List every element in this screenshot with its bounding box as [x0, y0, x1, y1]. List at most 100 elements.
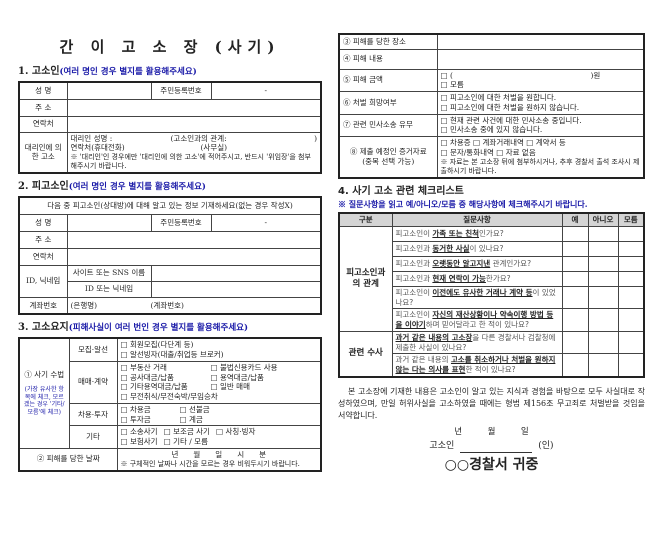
answer-yes-cell[interactable]: [561, 255, 589, 272]
option[interactable]: □ 보조금 사기: [163, 427, 210, 437]
answer-no-cell[interactable]: [587, 255, 619, 272]
rrn-field[interactable]: -: [210, 81, 322, 100]
answer-no-cell[interactable]: [587, 225, 619, 242]
col-unknown: 모름: [617, 212, 645, 227]
answer-unknown-cell[interactable]: [617, 330, 645, 355]
answer-yes-cell[interactable]: [561, 330, 589, 355]
question-post: 을 다른 경찰서나 검찰청에 제출한 사실이 있나요?: [395, 332, 556, 352]
answer-unknown-cell[interactable]: [617, 270, 645, 287]
evidence-options-2[interactable]: □ 문자/통화내역 □ 자료 없음: [440, 147, 536, 157]
group-options[interactable]: □ 부동산 거래 □ 불법신용카드 사용 □ 공사대금/납품 □ 용역대금/납품 □…: [116, 360, 322, 404]
checklist-row: 피고소인과의 관계 피고소인이 가족 또는 친척인가요?: [338, 225, 645, 332]
option[interactable]: □ 사칭·빙자: [215, 427, 256, 437]
document-title: 간 이 고 소 장 (사기): [59, 38, 281, 56]
checklist-question: 피고소인과 동거한 사실이 있나요?: [391, 240, 563, 257]
option[interactable]: □ 계금: [179, 414, 203, 424]
option[interactable]: □ 기타 / 모름: [163, 437, 208, 447]
signature-field[interactable]: [460, 443, 533, 453]
answer-unknown-cell[interactable]: [617, 353, 645, 378]
right-column: ③ 피해를 당한 장소 ④ 피해 내용 ⑤ 피해 금액 □ ()원 □ 모름 ⑥ 처…: [338, 33, 645, 474]
question-pre: 피고소인이: [395, 287, 433, 297]
option[interactable]: □ 소송사기: [120, 427, 158, 437]
name-field[interactable]: [66, 213, 152, 232]
amount-field[interactable]: □ ()원 □ 모름: [436, 68, 645, 92]
site-field[interactable]: [150, 264, 322, 282]
answer-no-cell[interactable]: [587, 285, 619, 310]
amount-unknown-checkbox[interactable]: □ 모름: [440, 80, 464, 90]
answer-unknown-cell[interactable]: [617, 255, 645, 272]
group-options[interactable]: □ 차용금 □ 선불금 □ 투자금 □ 계금: [116, 402, 322, 427]
option[interactable]: □ 기타용역대금/납품: [120, 382, 188, 392]
punish-yes-checkbox[interactable]: □ 피고소인에 대한 처벌을 원합니다.: [440, 93, 557, 102]
option[interactable]: □ 공사대금/납품: [120, 372, 174, 382]
option[interactable]: □ 회원모집(다단계 등): [120, 340, 194, 350]
answer-yes-cell[interactable]: [561, 353, 589, 378]
heading-text: 1. 고소인: [18, 66, 60, 77]
question-em: 과거 같은 내용의 고소장: [395, 332, 473, 342]
heading-hint: (여러 명인 경우 별지를 활용해주세요): [68, 182, 206, 193]
option[interactable]: □ 불법신용카드 사용: [210, 362, 278, 372]
contact-field[interactable]: [66, 247, 322, 266]
address-field[interactable]: [66, 230, 322, 249]
option[interactable]: □ 일반 매매: [210, 382, 250, 392]
fraud-method-table: ① 사기 수법 (가장 유사한 항목에 체크, 모르겠는 경우 '기타/모름'에 …: [18, 337, 322, 472]
address-field[interactable]: [66, 98, 322, 117]
option[interactable]: □ 알선빙자(대출/취업등 브로커): [120, 350, 224, 360]
option[interactable]: □ 차용금: [120, 404, 151, 414]
proxy-field[interactable]: 대리인 성명 : (고소인과의 관계:) 연락처(휴대전화) (사무실) ※ '대리…: [66, 131, 322, 174]
checklist-category: 관련 수사: [338, 330, 393, 378]
option[interactable]: □ 투자금: [120, 414, 151, 424]
amount-checkbox[interactable]: □ (: [440, 70, 453, 80]
checklist-category: 피고소인과의 관계: [338, 225, 393, 332]
name-field[interactable]: [66, 81, 152, 100]
group-options[interactable]: □ 회원모집(다단계 등) □ 알선빙자(대출/취업등 브로커): [116, 337, 322, 362]
date-note: ※ 구체적인 날짜나 시간을 모르는 경우 비워두시기 바랍니다.: [120, 459, 300, 468]
punish-label: ⑥ 처벌 희망여부: [338, 91, 438, 115]
col-category: 구분: [338, 212, 393, 227]
civil-no-checkbox[interactable]: □ 민사소송 중에 있지 않습니다.: [440, 125, 543, 135]
account-field[interactable]: (은행명) (계좌번호): [66, 296, 322, 315]
pledge-text: 본 고소장에 기재한 내용은 고소인이 알고 있는 지식과 경험을 바탕으로 모…: [338, 386, 645, 420]
question-em: 동거한 사실: [432, 243, 470, 253]
col-no: 아니오: [587, 212, 619, 227]
answer-yes-cell[interactable]: [561, 240, 589, 257]
answer-unknown-cell[interactable]: [617, 225, 645, 242]
option[interactable]: □ 보험사기: [120, 437, 158, 447]
answer-unknown-cell[interactable]: [617, 308, 645, 332]
answer-yes-cell[interactable]: [561, 270, 589, 287]
answer-no-cell[interactable]: [587, 353, 619, 378]
group-options[interactable]: □ 소송사기 □ 보조금 사기 □ 사칭·빙자 □ 보험사기 □ 기타 / 모름: [116, 425, 322, 449]
answer-yes-cell[interactable]: [561, 308, 589, 332]
signer-line: 고소인 (인): [338, 441, 645, 453]
content-field[interactable]: [436, 48, 645, 70]
nickname-field[interactable]: [150, 280, 322, 298]
option[interactable]: □ 용역대금/납품: [210, 372, 264, 382]
answer-yes-cell[interactable]: [561, 285, 589, 310]
answer-unknown-cell[interactable]: [617, 240, 645, 257]
date-field[interactable]: 년 월 일 시 분 ※ 구체적인 날짜나 시간을 모르는 경우 비워두시기 바랍니…: [116, 447, 322, 472]
addressee: ○○경찰서 귀중: [444, 456, 539, 473]
question-em: 현재 연락이 가능: [432, 273, 486, 283]
rrn-field[interactable]: -: [210, 213, 322, 232]
answer-unknown-cell[interactable]: [617, 285, 645, 310]
place-field[interactable]: [436, 33, 645, 50]
checklist-row: 피고소인이 자신의 재산상황이나 약속이행 방법 등을 이야기하며 믿어달라고 …: [339, 308, 645, 332]
answer-yes-cell[interactable]: [561, 225, 589, 242]
answer-no-cell[interactable]: [587, 240, 619, 257]
civil-yes-checkbox[interactable]: □ 현재 관련 사건에 대한 민사소송 중입니다.: [440, 115, 582, 125]
answer-no-cell[interactable]: [587, 308, 619, 332]
punish-no-checkbox[interactable]: □ 피고소인에 대한 처벌을 원하지 않습니다.: [440, 102, 580, 112]
option[interactable]: □ 선불금: [179, 404, 210, 414]
group-label: 기타: [68, 425, 118, 449]
answer-no-cell[interactable]: [587, 270, 619, 287]
evidence-options-1[interactable]: □ 차용증 □ 계좌거래내역 □ 계약서 등: [440, 138, 566, 147]
checklist-row: 피고소인과 동거한 사실이 있나요?: [339, 240, 645, 257]
checklist-question: 피고소인이 자신의 재산상황이나 약속이행 방법 등을 이야기하며 믿어달라고 …: [391, 308, 563, 332]
answer-no-cell[interactable]: [587, 330, 619, 355]
date-fields: 년 월 일 시 분: [171, 449, 267, 459]
question-em: 자신의 재산상황이나 약속이행 방법 등을 이야기: [395, 310, 554, 330]
checklist-question: 피고소인과 현재 연락이 가능한가요?: [391, 270, 563, 287]
contact-field[interactable]: [66, 115, 322, 133]
option[interactable]: □ 부동산 거래: [120, 362, 167, 372]
option[interactable]: □ 무전취식/무전숙박/무임승차: [120, 392, 218, 402]
